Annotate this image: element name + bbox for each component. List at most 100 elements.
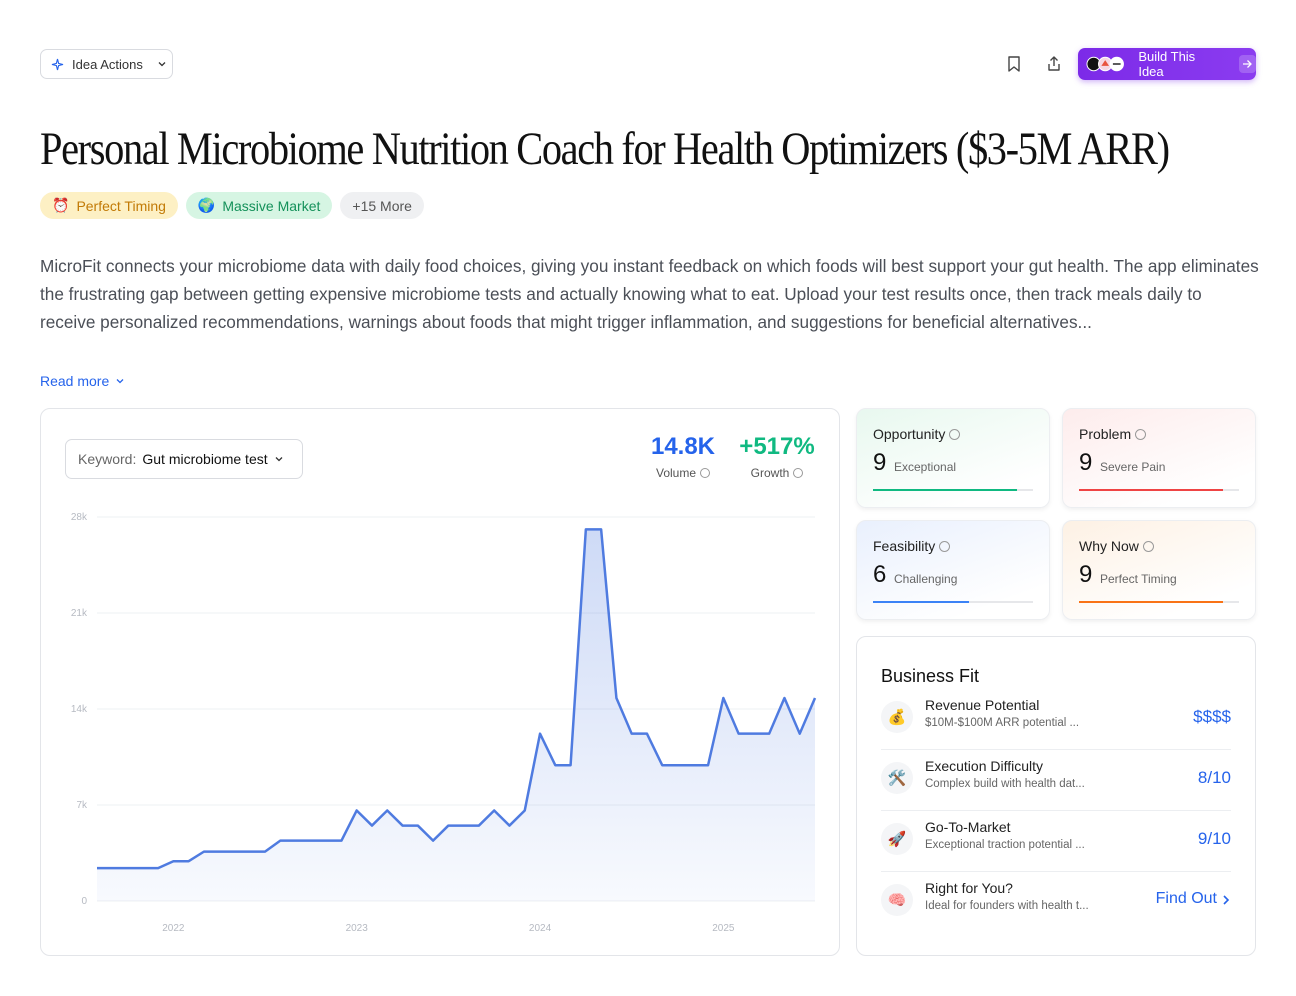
sparkle-icon bbox=[51, 58, 64, 70]
tag[interactable]: +15 More bbox=[340, 192, 424, 219]
fit-subtitle: Exceptional traction potential ... bbox=[925, 839, 1085, 851]
chevron bbox=[158, 62, 166, 67]
info-icon bbox=[949, 429, 961, 440]
keyword-select[interactable]: Keyword: Gut microbiome test bbox=[65, 439, 303, 479]
score-title-wrap: Feasibility bbox=[873, 538, 951, 554]
info-icon bbox=[1142, 541, 1154, 552]
score-card[interactable]: Problem 9 Severe Pain bbox=[1062, 408, 1256, 508]
x-tick-label: 2022 bbox=[162, 923, 185, 934]
score-title: Feasibility bbox=[873, 538, 936, 554]
score-track bbox=[1079, 601, 1239, 603]
fit-subtitle: Complex build with health dat... bbox=[925, 778, 1085, 790]
description: MicroFit connects your microbiome data w… bbox=[40, 256, 1259, 332]
tag[interactable]: 🌍 Massive Market bbox=[185, 192, 333, 219]
score-label: Severe Pain bbox=[1100, 460, 1166, 474]
row-separator bbox=[881, 810, 1231, 811]
idea-title: Personal Microbiome Nutrition Coach for … bbox=[40, 123, 1170, 175]
score-title: Why Now bbox=[1079, 538, 1139, 554]
fit-title: Revenue Potential bbox=[925, 697, 1040, 713]
score-value: 9 bbox=[1079, 449, 1093, 476]
share-icon[interactable] bbox=[1044, 54, 1064, 74]
stat-value: +517% bbox=[739, 433, 815, 460]
score-track bbox=[873, 489, 1033, 491]
keyword-value: Gut microbiome test bbox=[142, 451, 268, 467]
tag-list: ⏰ Perfect Timing 🌍 Massive Market +15 More bbox=[40, 192, 424, 219]
fit-title: Execution Difficulty bbox=[925, 758, 1044, 774]
info-icon bbox=[700, 468, 711, 478]
score-card[interactable]: Why Now 9 Perfect Timing bbox=[1062, 520, 1256, 620]
score-track bbox=[873, 601, 1033, 603]
score-bar bbox=[1079, 601, 1223, 603]
tag-icon: ⏰ bbox=[52, 197, 70, 213]
fit-row: 🚀 Go-To-Market Exceptional traction pote… bbox=[881, 811, 1231, 871]
tag-icon: 🌍 bbox=[197, 197, 216, 213]
score-title: Opportunity bbox=[873, 426, 946, 442]
score-title: Problem bbox=[1079, 426, 1132, 442]
x-tick-label: 2025 bbox=[712, 923, 735, 934]
fit-icon: 🚀 bbox=[881, 823, 913, 855]
bookmark-icon[interactable] bbox=[1004, 54, 1024, 74]
score-card[interactable]: Feasibility 6 Challenging bbox=[856, 520, 1050, 620]
fit-title: Go-To-Market bbox=[925, 819, 1011, 835]
score-bar bbox=[873, 489, 1017, 491]
y-tick-label: 21k bbox=[71, 608, 88, 619]
score-label: Challenging bbox=[894, 572, 958, 586]
score-value: 6 bbox=[873, 561, 887, 588]
idea-actions-label: Idea Actions bbox=[72, 56, 143, 72]
fit-subtitle: $10M-$100M ARR potential ... bbox=[925, 717, 1080, 729]
y-tick-label: 14k bbox=[71, 704, 88, 715]
fit-row[interactable]: 🧠 Right for You? Ideal for founders with… bbox=[881, 872, 1231, 932]
score-card[interactable]: Opportunity 9 Exceptional bbox=[856, 408, 1050, 508]
score-title-wrap: Problem bbox=[1079, 426, 1147, 442]
fit-value: 9/10 bbox=[1197, 829, 1231, 848]
tag-text: Massive Market bbox=[222, 197, 321, 214]
read-more-label: Read more bbox=[40, 373, 110, 389]
fit-value: $$$$ bbox=[1193, 707, 1231, 726]
y-tick-label: 7k bbox=[76, 800, 88, 811]
keyword-label: Keyword: bbox=[78, 451, 137, 467]
chevron-right bbox=[1223, 895, 1230, 905]
score-track bbox=[1079, 489, 1239, 491]
business-fit-title: Business Fit bbox=[881, 666, 980, 686]
score-title-wrap: Why Now bbox=[1079, 538, 1154, 554]
arrow-badge bbox=[1238, 55, 1256, 73]
score-bar bbox=[1079, 489, 1223, 491]
score-bar bbox=[873, 601, 969, 603]
row-separator bbox=[881, 749, 1231, 750]
stat: 14.8K Volume bbox=[623, 433, 743, 480]
fit-icon: 🧠 bbox=[881, 884, 913, 916]
stat-label: Volume bbox=[655, 466, 697, 480]
fit-subtitle: Ideal for founders with health t... bbox=[925, 900, 1089, 912]
trend-chart: 0 7k 14k 21k 28k 2022 2023 2024 2025 bbox=[71, 512, 817, 934]
row-separator bbox=[881, 871, 1231, 872]
y-tick-label: 28k bbox=[71, 512, 88, 523]
tag[interactable]: ⏰ Perfect Timing bbox=[40, 192, 178, 219]
idea-actions-button[interactable]: Idea Actions bbox=[40, 49, 173, 79]
trend-card: Keyword: Gut microbiome test 14.8K Volum… bbox=[40, 408, 840, 956]
info-icon bbox=[939, 541, 951, 552]
fit-icon: 🛠️ bbox=[881, 762, 913, 794]
stat-value: 14.8K bbox=[650, 433, 716, 460]
info-icon bbox=[1135, 429, 1147, 440]
score-title-wrap: Opportunity bbox=[873, 426, 961, 442]
stat: +517% Growth bbox=[717, 433, 837, 480]
tool-avatars bbox=[1086, 56, 1124, 72]
score-label: Exceptional bbox=[894, 460, 957, 474]
fit-icon: 💰 bbox=[881, 701, 913, 733]
score-value: 9 bbox=[873, 449, 887, 476]
stat-label-wrap: Volume bbox=[623, 466, 743, 480]
area bbox=[97, 529, 815, 901]
build-button[interactable]: Build This Idea bbox=[1078, 48, 1256, 80]
fit-value: Find Out bbox=[1155, 890, 1217, 907]
line bbox=[97, 528, 817, 870]
y-tick-label: 0 bbox=[81, 896, 87, 907]
info-icon bbox=[793, 468, 804, 478]
score-value: 9 bbox=[1079, 561, 1093, 588]
x-tick-label: 2023 bbox=[346, 923, 369, 934]
stat-label: Growth bbox=[750, 466, 790, 480]
fit-value: 8/10 bbox=[1197, 768, 1231, 787]
build-label: Build This Idea bbox=[1138, 49, 1196, 79]
tag-text: +15 More bbox=[352, 197, 412, 214]
read-more[interactable]: Read more bbox=[40, 373, 125, 389]
